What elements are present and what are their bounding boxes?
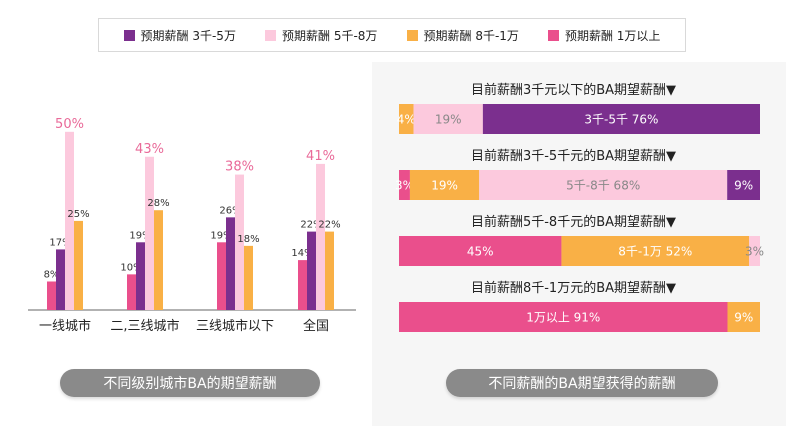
bar-value-label: 14%	[291, 248, 313, 259]
bar-value-label: 43%	[135, 142, 164, 157]
category-tick-label: 一线城市	[39, 318, 91, 334]
legend-item: 预期薪酬 8千-1万	[406, 27, 519, 44]
stacked-segment	[749, 236, 760, 266]
bar-value-label: 19%	[210, 230, 232, 241]
legend-label: 预期薪酬 8千-1万	[423, 28, 519, 43]
legend-item: 预期薪酬 5千-8万	[265, 27, 377, 44]
category-tick-label: 二,三线城市	[110, 318, 179, 334]
legend-label: 预期薪酬 3千-5万	[140, 28, 236, 43]
segment-value-label: 5千-8千 68%	[566, 179, 640, 193]
legend-item: 预期薪酬 3千-5万	[123, 27, 236, 44]
chart-legend: 预期薪酬 3千-5万 预期薪酬 5千-8万 预期薪酬 8千-1万 预期薪酬 1万以上	[98, 18, 686, 52]
bar-value-label: 50%	[55, 117, 84, 132]
stacked-segment	[413, 104, 483, 134]
bar-value-label: 18%	[237, 234, 259, 245]
bar	[127, 274, 136, 310]
bar	[316, 163, 325, 310]
segment-value-label: 3千-5千 76%	[584, 113, 658, 127]
segment-value-label: 9%	[734, 179, 753, 193]
stacked-segment	[727, 302, 760, 332]
bar	[217, 242, 226, 310]
stacked-segment	[399, 104, 414, 134]
bar	[226, 217, 235, 310]
bar-row-title: 目前薪酬5千-8千元的BA期望薪酬▼	[471, 214, 676, 230]
bar	[235, 174, 244, 310]
bar	[47, 281, 56, 310]
stacked-segment	[482, 104, 760, 134]
bar-value-label: 26%	[219, 205, 241, 216]
right-chart-caption: 不同薪酬的BA期望获得的薪酬	[446, 369, 718, 397]
legend-label: 预期薪酬 1万以上	[564, 28, 661, 43]
segment-value-label: 3%	[745, 245, 764, 259]
category-tick-label: 全国	[303, 318, 329, 334]
stacked-segment	[399, 170, 410, 200]
bar	[74, 220, 83, 310]
bar-value-label: 22%	[318, 220, 340, 231]
bar-value-label: 38%	[225, 160, 254, 175]
bar	[56, 249, 65, 310]
bar	[244, 245, 253, 310]
bar	[298, 260, 307, 310]
left-chart-caption: 不同级别城市BA的期望薪酬	[60, 369, 320, 397]
bar	[145, 156, 154, 310]
legend-label: 预期薪酬 5千-8万	[282, 28, 378, 43]
bar	[325, 231, 334, 310]
bar	[136, 242, 145, 310]
segment-value-label: 19%	[435, 113, 462, 127]
stacked-segment	[399, 302, 728, 332]
bar	[65, 131, 74, 310]
bar	[154, 210, 163, 310]
segment-value-label: 4%	[397, 113, 416, 127]
stacked-segment	[409, 170, 480, 200]
bar	[307, 231, 316, 310]
segment-value-label: 19%	[431, 179, 458, 193]
segment-value-label: 1万以上 91%	[526, 311, 600, 325]
legend-swatch	[123, 29, 135, 41]
bar-value-label: 22%	[300, 220, 322, 231]
stacked-segment	[561, 236, 750, 266]
bar-value-label: 19%	[129, 230, 151, 241]
segment-value-label: 45%	[467, 245, 494, 259]
legend-swatch	[265, 29, 277, 41]
bar-row-title: 目前薪酬8千-1万元的BA期望薪酬▼	[471, 280, 676, 296]
stacked-segment	[479, 170, 728, 200]
stacked-segment	[727, 170, 760, 200]
bar-value-label: 17%	[49, 237, 71, 248]
legend-swatch	[406, 29, 418, 41]
stacked-segment	[399, 236, 562, 266]
bar-value-label: 25%	[67, 209, 89, 220]
bar-value-label: 8%	[44, 269, 60, 280]
category-tick-label: 三线城市以下	[196, 318, 274, 334]
bar-value-label: 28%	[147, 198, 169, 209]
segment-value-label: 3%	[395, 179, 414, 193]
segment-value-label: 8千-1万 52%	[618, 245, 692, 259]
bar-row-title: 目前薪酬3千-5千元的BA期望薪酬▼	[471, 148, 676, 164]
legend-item: 预期薪酬 1万以上	[547, 27, 661, 44]
bar-value-label: 10%	[120, 262, 142, 273]
bar-row-title: 目前薪酬3千元以下的BA期望薪酬▼	[471, 82, 676, 98]
segment-value-label: 9%	[734, 311, 753, 325]
legend-swatch	[547, 29, 559, 41]
bar-value-label: 41%	[306, 149, 335, 164]
